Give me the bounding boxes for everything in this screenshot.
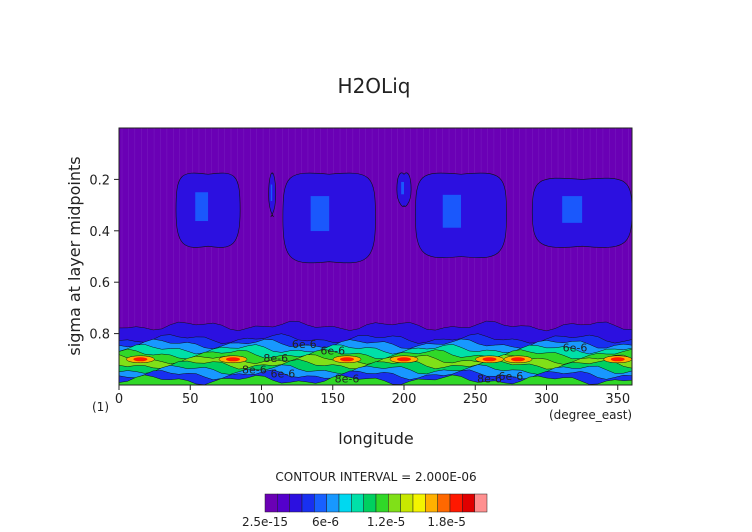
- colorbar-tick-label: 1.2e-5: [367, 515, 405, 529]
- contour-label: 6e-6: [499, 370, 524, 383]
- y-axis-label: sigma at layer midpoints: [65, 156, 84, 355]
- x-axis: 0 50 100 150 200 250 300 350: [115, 385, 630, 407]
- hotspot-core: [226, 357, 240, 362]
- colorbar-swatch: [264, 493, 278, 513]
- contour-label: 8e-6: [477, 373, 502, 386]
- chart-title: H2OLiq: [338, 74, 411, 98]
- y-tick-label: 0.4: [89, 225, 110, 240]
- contour-label: 6e-6: [292, 338, 317, 351]
- x-axis-label: longitude: [338, 429, 413, 448]
- y-tick-label: 0.6: [89, 276, 110, 291]
- upper-cloud-core: [310, 196, 330, 232]
- colorbar-swatch: [474, 493, 488, 513]
- x-tick-label: 0: [115, 392, 123, 407]
- x-tick-label: 100: [249, 392, 274, 407]
- upper-cloud-core: [195, 192, 209, 222]
- colorbar: [264, 493, 488, 513]
- hotspot-core: [511, 357, 525, 362]
- x-tick-label: 200: [392, 392, 417, 407]
- hotspot-core: [340, 357, 354, 362]
- colorbar-swatch: [400, 493, 414, 513]
- hotspot-core: [482, 357, 497, 362]
- colorbar-tick-label: 2.5e-15: [242, 515, 288, 529]
- colorbar-swatch: [388, 493, 401, 513]
- contour-label: 8e-6: [242, 364, 267, 377]
- x-tick-label: 250: [463, 392, 488, 407]
- colorbar-swatch: [462, 493, 475, 513]
- contour-label: 6e-6: [271, 367, 296, 380]
- colorbar-tick-label: 1.8e-5: [427, 515, 465, 529]
- colorbar-swatch: [375, 493, 389, 513]
- colorbar-tick-labels: 2.5e-15 6e-6 1.2e-5 1.8e-5: [242, 515, 466, 529]
- colorbar-swatch: [338, 493, 352, 513]
- hotspot-core: [133, 357, 148, 362]
- contour-layers: [118, 320, 633, 386]
- x-axis-units: (degree_east): [549, 408, 632, 422]
- contour-label: 6e-6: [563, 342, 588, 355]
- contour-label: 6e-6: [320, 344, 345, 357]
- hotspot-core: [397, 357, 411, 362]
- plot-frame: [118, 127, 633, 386]
- colorbar-swatch: [425, 493, 438, 513]
- colorbar-tick-label: 6e-6: [312, 515, 339, 529]
- colorbar-swatch: [314, 493, 327, 513]
- contour-band: [118, 374, 633, 386]
- x-tick-label: 350: [605, 392, 630, 407]
- y-tick-label: 0.2: [89, 173, 110, 188]
- colorbar-swatch: [437, 493, 451, 513]
- x-tick-label: 150: [320, 392, 345, 407]
- colorbar-swatch: [289, 493, 303, 513]
- upper-cloud-core: [562, 196, 583, 223]
- contour-label: 8e-6: [263, 352, 288, 365]
- upper-cloud-core: [401, 181, 404, 195]
- upper-cloud-core: [442, 194, 461, 228]
- upper-cloud-core: [270, 184, 273, 201]
- contour-interval-label: CONTOUR INTERVAL = 2.000E-06: [275, 470, 476, 484]
- plot-area: 6e-68e-66e-6 6e-68e-6 6e-6 8e-6 8e-66e-6: [118, 127, 633, 386]
- x-tick-label: 50: [182, 392, 199, 407]
- x-tick-label: 300: [534, 392, 559, 407]
- contour-label: 8e-6: [335, 373, 360, 386]
- corner-label: (1): [92, 400, 109, 414]
- colorbar-swatch: [277, 493, 290, 513]
- colorbar-swatch: [412, 493, 426, 513]
- colorbar-swatch: [301, 493, 315, 513]
- contour-labels: 6e-68e-66e-6 6e-68e-6 6e-6 8e-6 8e-66e-6: [242, 338, 587, 386]
- colorbar-swatch: [449, 493, 463, 513]
- colorbar-swatch: [351, 493, 364, 513]
- y-axis: 0.2 0.4 0.6 0.8: [89, 173, 119, 343]
- hotspot-core: [610, 357, 625, 362]
- colorbar-swatch: [326, 493, 340, 513]
- colorbar-swatch: [363, 493, 377, 513]
- y-tick-label: 0.8: [89, 328, 110, 343]
